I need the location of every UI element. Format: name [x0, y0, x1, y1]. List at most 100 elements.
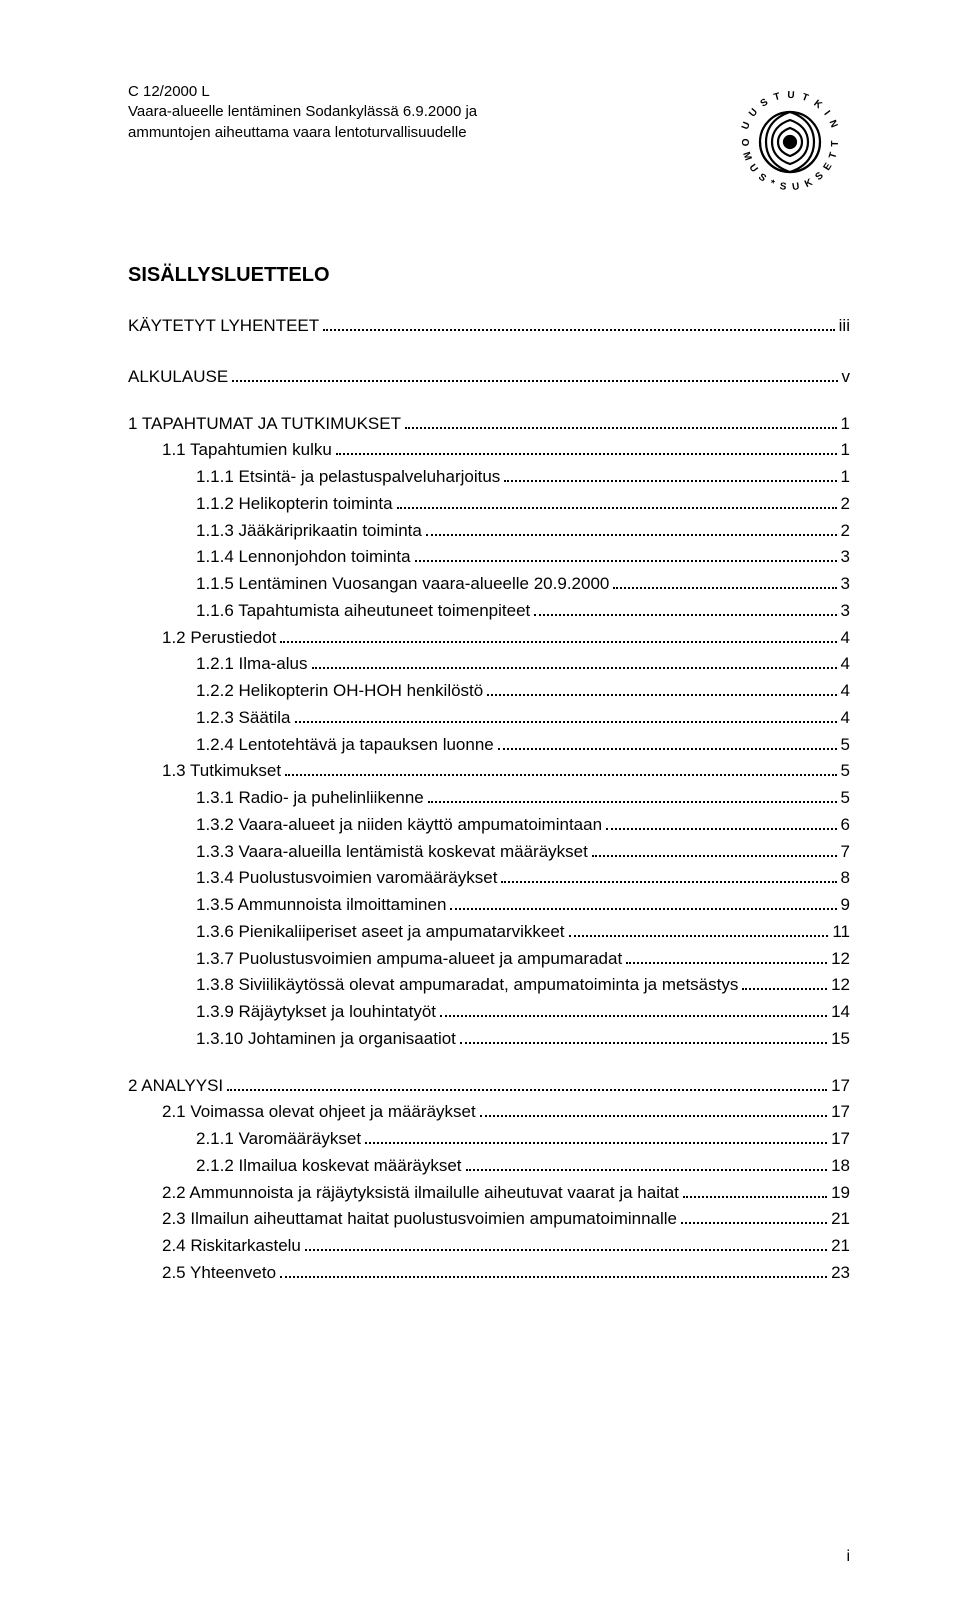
toc-entry: 1.1.5 Lentäminen Vuosangan vaara-alueell… [196, 573, 850, 595]
toc-leader-dots [336, 453, 837, 455]
toc-entry-label: 1.3 Tutkimukset [162, 760, 281, 782]
toc-entry: ALKULAUSEv [128, 366, 850, 388]
toc-entry-label: 1.1.6 Tapahtumista aiheutuneet toimenpit… [196, 600, 530, 622]
toc-entry-label: 1.3.6 Pienikaliiperiset aseet ja ampumat… [196, 921, 565, 943]
toc-entry-label: 1.2.3 Säätila [196, 707, 291, 729]
toc-entry-page: 7 [841, 841, 850, 863]
toc-entry-label: 1.3.9 Räjäytykset ja louhintatyöt [196, 1001, 436, 1023]
toc-entry-label: 1.2.2 Helikopterin OH-HOH henkilöstö [196, 680, 483, 702]
toc-entry-page: 1 [841, 466, 850, 488]
toc-entry-page: 9 [841, 894, 850, 916]
toc-entry-page: 15 [831, 1028, 850, 1050]
toc-entry: 1.2 Perustiedot4 [162, 627, 850, 649]
toc-entry-page: 5 [841, 760, 850, 782]
toc-entry: 2.2 Ammunnoista ja räjäytyksistä ilmailu… [162, 1182, 850, 1204]
toc-leader-dots [365, 1142, 827, 1144]
toc-entry-label: 1.2.1 Ilma-alus [196, 653, 308, 675]
toc-leader-dots [227, 1089, 827, 1091]
toc-entry: 2.1 Voimassa olevat ohjeet ja määräykset… [162, 1101, 850, 1123]
toc-leader-dots [480, 1115, 827, 1117]
toc-entry-label: 1.1.2 Helikopterin toiminta [196, 493, 393, 515]
svg-text:U U S T U T K I N: U U S T U T K I N [740, 90, 840, 131]
toc-entry-page: 1 [841, 439, 850, 461]
toc-leader-dots [626, 962, 827, 964]
toc-entry-label: 1.1.1 Etsintä- ja pelastuspalveluharjoit… [196, 466, 500, 488]
toc-leader-dots [683, 1196, 827, 1198]
toc-entry: 1.1.2 Helikopterin toiminta2 [196, 493, 850, 515]
toc-entry-page: 1 [841, 413, 850, 435]
toc-entry-page: 21 [831, 1235, 850, 1257]
toc-entry: 2.4 Riskitarkastelu 21 [162, 1235, 850, 1257]
toc-leader-dots [487, 694, 836, 696]
toc-entry: 1.3.8 Siviilikäytössä olevat ampumaradat… [196, 974, 850, 996]
toc-leader-dots [312, 667, 837, 669]
toc-entry-page: 8 [841, 867, 850, 889]
toc-entry-label: 1.1.4 Lennonjohdon toiminta [196, 546, 411, 568]
toc-entry-label: 1.3.7 Puolustusvoimien ampuma-alueet ja … [196, 948, 622, 970]
toc-entry-page: 3 [841, 546, 850, 568]
toc-entry-label: 1.3.10 Johtaminen ja organisaatiot [196, 1028, 456, 1050]
toc-leader-dots [501, 881, 836, 883]
toc-entry: 1.3.7 Puolustusvoimien ampuma-alueet ja … [196, 948, 850, 970]
toc-leader-dots [280, 1276, 827, 1278]
toc-entry-page: 18 [831, 1155, 850, 1177]
toc-entry-page: 14 [831, 1001, 850, 1023]
toc-leader-dots [450, 908, 836, 910]
toc-entry: 1.3.1 Radio- ja puhelinliikenne 5 [196, 787, 850, 809]
toc-entry: 1.1.3 Jääkäriprikaatin toiminta2 [196, 520, 850, 542]
toc-entry-label: 2.4 Riskitarkastelu [162, 1235, 301, 1257]
toc-entry-page: 5 [841, 787, 850, 809]
toc-entry: 1 TAPAHTUMAT JA TUTKIMUKSET1 [128, 413, 850, 435]
toc-entry-page: 3 [841, 600, 850, 622]
toc-entry: 1.2.1 Ilma-alus 4 [196, 653, 850, 675]
header-line-1: Vaara-alueelle lentäminen Sodankylässä 6… [128, 102, 477, 122]
page-number: i [846, 1548, 850, 1566]
toc-entry-page: 12 [831, 948, 850, 970]
toc-entry-page: 2 [841, 520, 850, 542]
header-text: C 12/2000 L Vaara-alueelle lentäminen So… [128, 82, 477, 143]
toc-entry-page: 19 [831, 1182, 850, 1204]
toc-entry-page: 4 [841, 653, 850, 675]
toc-leader-dots [305, 1249, 827, 1251]
toc-entry-label: 2.5 Yhteenveto [162, 1262, 276, 1284]
toc-entry-label: 1.3.1 Radio- ja puhelinliikenne [196, 787, 424, 809]
toc-leader-dots [323, 329, 835, 331]
toc-list: KÄYTETYT LYHENTEETiiiALKULAUSEv1 TAPAHTU… [128, 315, 850, 1284]
toc-entry-label: 1.3.4 Puolustusvoimien varomääräykset [196, 867, 497, 889]
toc-leader-dots [428, 801, 837, 803]
toc-leader-dots [397, 507, 837, 509]
toc-entry: 2 ANALYYSI17 [128, 1075, 850, 1097]
toc-entry: 1.2.3 Säätila4 [196, 707, 850, 729]
logo-icon: U U S T U T K I N O M U S * S U K S E T … [730, 82, 850, 202]
toc-leader-dots [440, 1015, 827, 1017]
page-header: C 12/2000 L Vaara-alueelle lentäminen So… [128, 82, 850, 202]
toc-entry: 1.2.2 Helikopterin OH-HOH henkilöstö 4 [196, 680, 850, 702]
toc-entry: 1.1 Tapahtumien kulku1 [162, 439, 850, 461]
toc-entry: 1.1.4 Lennonjohdon toiminta 3 [196, 546, 850, 568]
toc-leader-dots [426, 534, 837, 536]
toc-entry-label: 2.1.1 Varomääräykset [196, 1128, 361, 1150]
toc-entry: 1.3.6 Pienikaliiperiset aseet ja ampumat… [196, 921, 850, 943]
toc-entry: 1.1.6 Tapahtumista aiheutuneet toimenpit… [196, 600, 850, 622]
header-line-2: ammuntojen aiheuttama vaara lentoturvall… [128, 123, 477, 143]
toc-entry-page: 12 [831, 974, 850, 996]
toc-entry-label: KÄYTETYT LYHENTEET [128, 315, 319, 337]
toc-entry-label: 1.3.5 Ammunnoista ilmoittaminen [196, 894, 446, 916]
toc-title: SISÄLLYSLUETTELO [128, 264, 850, 287]
toc-entry: 2.5 Yhteenveto 23 [162, 1262, 850, 1284]
toc-leader-dots [285, 774, 836, 776]
toc-entry-label: 2.1.2 Ilmailua koskevat määräykset [196, 1155, 462, 1177]
toc-leader-dots [613, 587, 836, 589]
toc-entry-page: 23 [831, 1262, 850, 1284]
toc-entry: 1.3.5 Ammunnoista ilmoittaminen 9 [196, 894, 850, 916]
toc-entry: 1.3.3 Vaara-alueilla lentämistä koskevat… [196, 841, 850, 863]
doc-reference: C 12/2000 L [128, 82, 477, 102]
toc-entry-page: 4 [841, 680, 850, 702]
page: C 12/2000 L Vaara-alueelle lentäminen So… [0, 0, 960, 1620]
toc-entry: 1.1.1 Etsintä- ja pelastuspalveluharjoit… [196, 466, 850, 488]
toc-entry-label: 2.1 Voimassa olevat ohjeet ja määräykset [162, 1101, 476, 1123]
toc-leader-dots [569, 935, 829, 937]
toc-entry: 2.3 Ilmailun aiheuttamat haitat puolustu… [162, 1208, 850, 1230]
toc-entry-label: 1.3.8 Siviilikäytössä olevat ampumaradat… [196, 974, 738, 996]
toc-leader-dots [504, 480, 836, 482]
